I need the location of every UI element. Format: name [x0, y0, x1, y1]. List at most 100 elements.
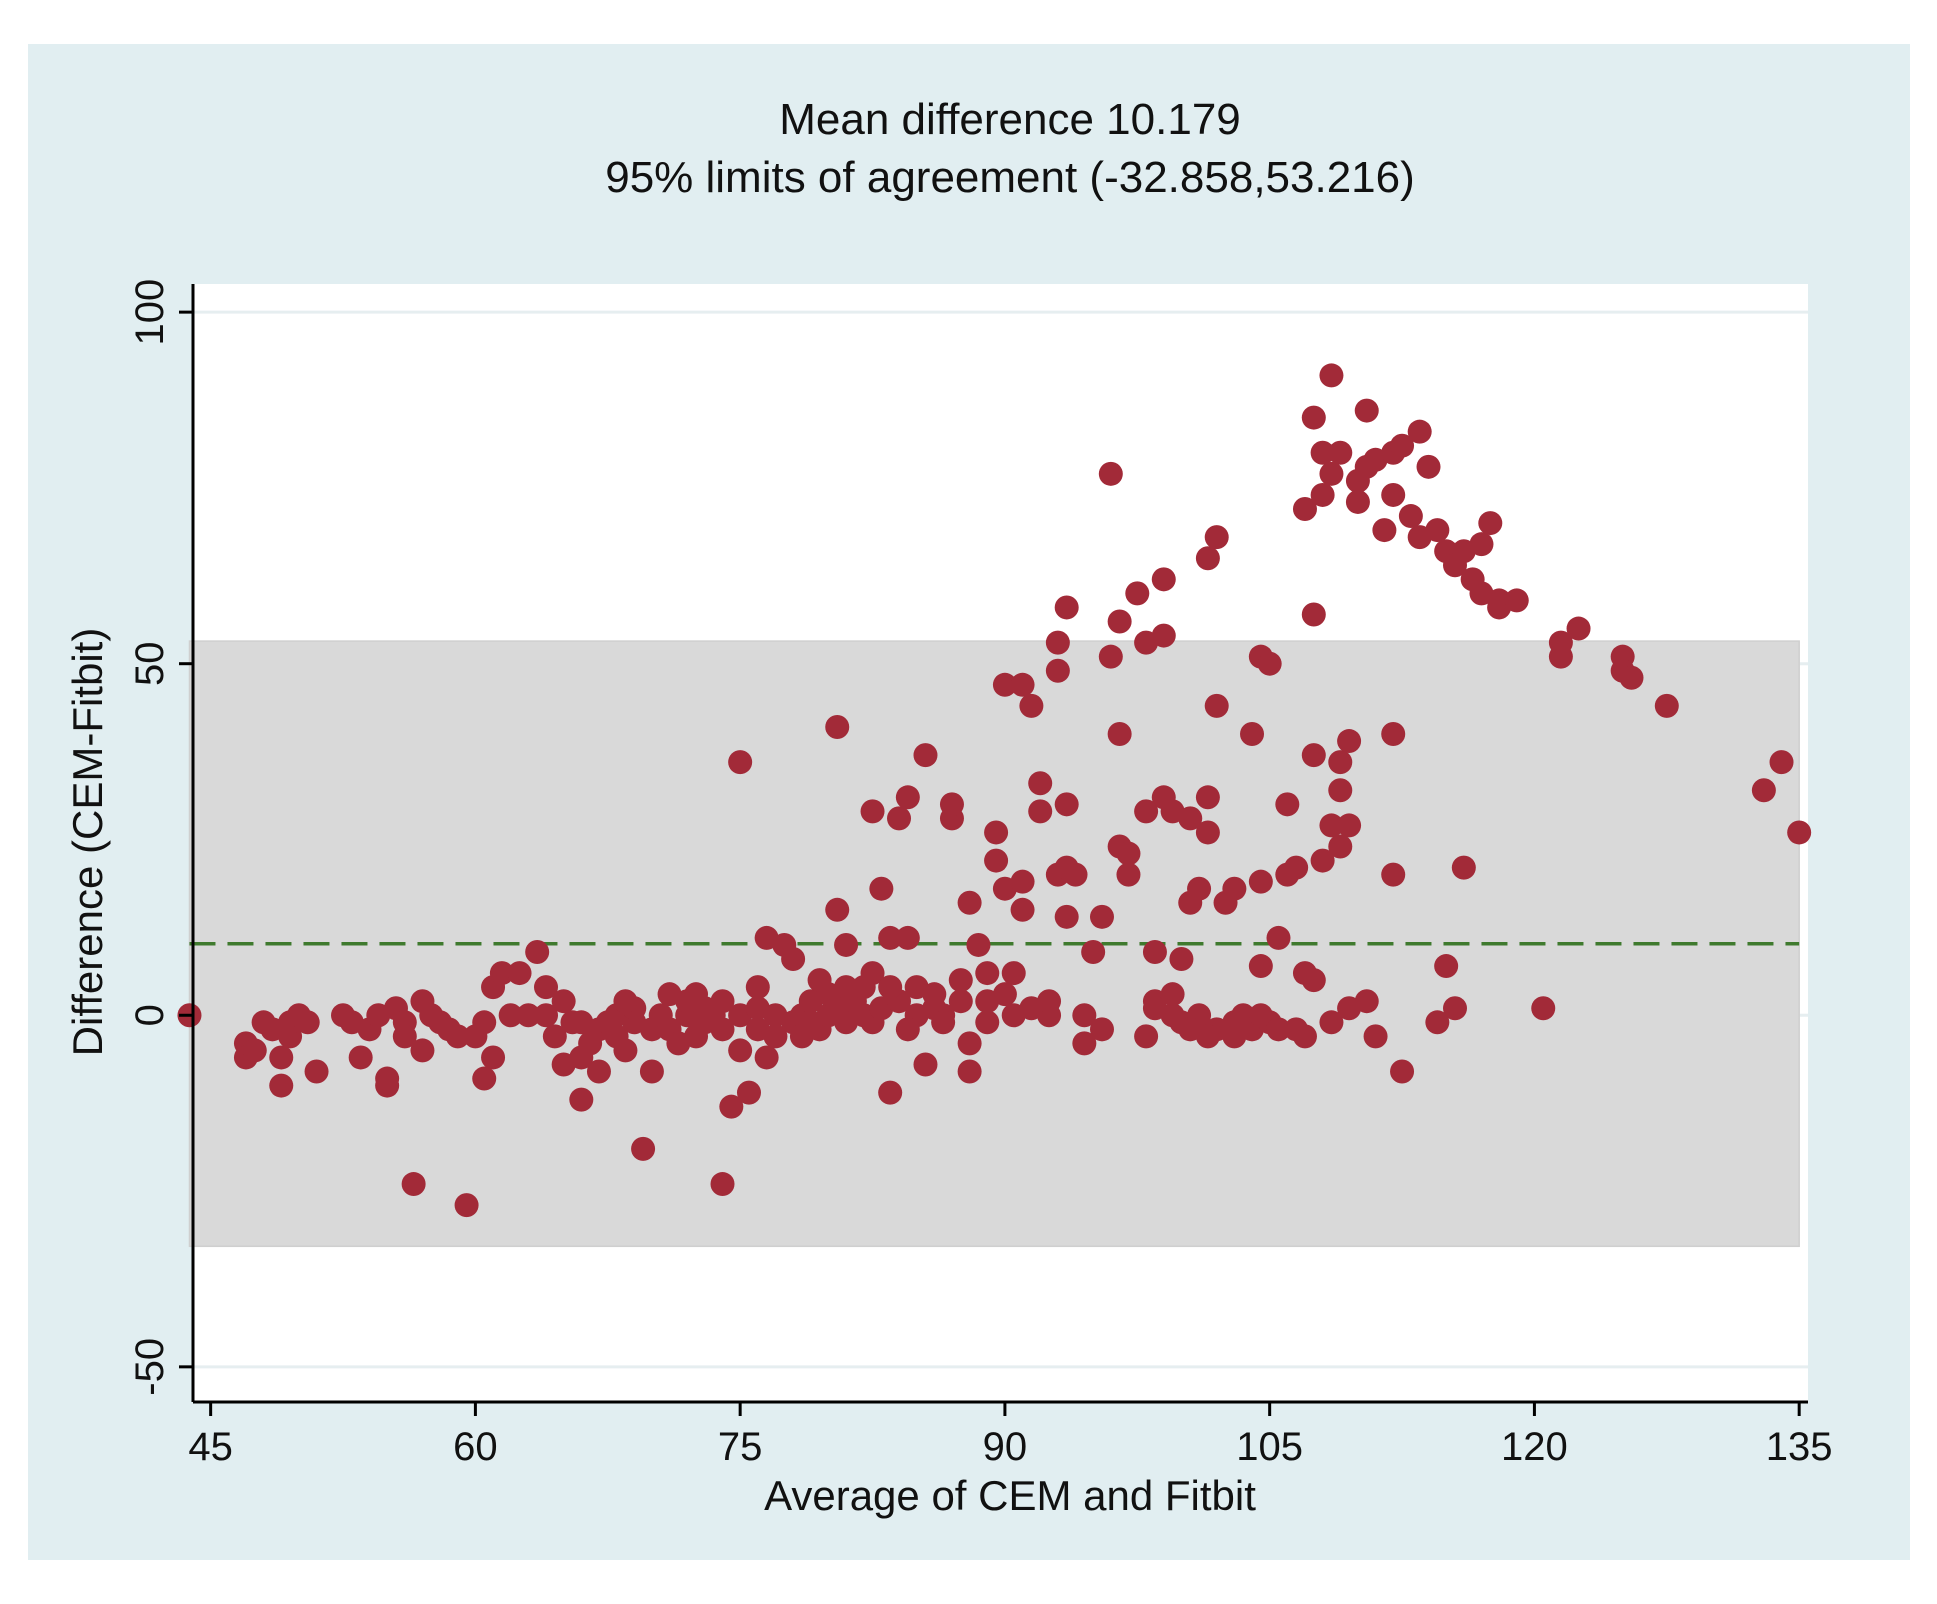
- data-point: [534, 975, 559, 1000]
- data-point: [860, 799, 885, 824]
- data-point: [736, 1080, 761, 1105]
- data-point: [445, 1024, 470, 1049]
- data-point: [1354, 989, 1379, 1014]
- data-point: [825, 714, 850, 739]
- data-point: [1019, 693, 1044, 718]
- data-point: [1010, 897, 1035, 922]
- data-point: [392, 1024, 417, 1049]
- data-point: [516, 1003, 541, 1028]
- data-point: [992, 672, 1017, 697]
- data-point: [1072, 1003, 1097, 1028]
- data-point: [1187, 876, 1212, 901]
- data-point: [1425, 518, 1450, 543]
- data-point: [1037, 989, 1062, 1014]
- y-tick-label: 0: [128, 1004, 172, 1026]
- data-point: [1222, 876, 1247, 901]
- data-point: [728, 1038, 753, 1063]
- data-point: [1266, 1017, 1291, 1042]
- data-point: [1310, 482, 1335, 507]
- data-point: [992, 982, 1017, 1007]
- data-point: [1195, 546, 1220, 571]
- data-point: [1010, 869, 1035, 894]
- data-point: [586, 1059, 611, 1084]
- x-tick-label: 105: [1236, 1425, 1303, 1469]
- data-point: [1284, 855, 1309, 880]
- data-point: [895, 925, 920, 950]
- data-point: [763, 1024, 788, 1049]
- data-point: [878, 925, 903, 950]
- data-point: [887, 806, 912, 831]
- data-point: [789, 1024, 814, 1049]
- data-point: [1769, 750, 1794, 775]
- data-point: [295, 1010, 320, 1035]
- data-point: [1319, 1010, 1344, 1035]
- data-point: [931, 1010, 956, 1035]
- data-point: [1434, 954, 1459, 979]
- data-point: [1566, 616, 1591, 641]
- data-point: [1442, 996, 1467, 1021]
- data-point: [1028, 771, 1053, 796]
- data-point: [375, 1073, 400, 1098]
- data-point: [1310, 440, 1335, 465]
- data-point: [1169, 947, 1194, 972]
- data-point: [410, 1038, 435, 1063]
- data-point: [569, 1010, 594, 1035]
- x-tick-label: 90: [983, 1425, 1028, 1469]
- data-point: [1504, 588, 1529, 613]
- data-point: [1134, 799, 1159, 824]
- data-point: [1204, 693, 1229, 718]
- data-point: [684, 982, 709, 1007]
- chart-frame: Mean difference 10.179 95% limits of agr…: [28, 44, 1910, 1560]
- data-point: [481, 1045, 506, 1070]
- chart-title-line-1: Mean difference 10.179: [779, 95, 1241, 144]
- data-point: [1248, 954, 1273, 979]
- data-point: [913, 743, 938, 768]
- data-point: [807, 968, 832, 993]
- chart-title-line-2: 95% limits of agreement (-32.858,53.216): [605, 153, 1415, 202]
- data-point: [631, 1136, 656, 1161]
- x-tick-label: 45: [188, 1425, 233, 1469]
- data-point: [507, 961, 532, 986]
- data-point: [1301, 602, 1326, 627]
- data-point: [710, 989, 735, 1014]
- data-point: [1328, 778, 1353, 803]
- data-point: [745, 975, 770, 1000]
- data-point: [1398, 504, 1423, 529]
- data-point: [542, 1024, 567, 1049]
- data-point: [1081, 939, 1106, 964]
- data-point: [1001, 961, 1026, 986]
- data-point: [348, 1045, 373, 1070]
- data-point: [1301, 743, 1326, 768]
- data-point: [1787, 820, 1812, 845]
- data-point: [1045, 630, 1070, 655]
- data-point: [1381, 722, 1406, 747]
- y-tick-label: 100: [128, 279, 172, 346]
- data-point: [1469, 532, 1494, 557]
- data-point: [1072, 1031, 1097, 1056]
- data-point: [657, 982, 682, 1007]
- data-point: [1619, 665, 1644, 690]
- data-point: [1292, 497, 1317, 522]
- data-point: [551, 989, 576, 1014]
- data-point: [472, 1066, 497, 1091]
- data-point: [1337, 729, 1362, 754]
- data-point: [1178, 806, 1203, 831]
- data-point: [1301, 405, 1326, 430]
- data-point: [1372, 518, 1397, 543]
- data-point: [1416, 454, 1441, 479]
- bland-altman-chart: Mean difference 10.179 95% limits of agr…: [64, 95, 1833, 1519]
- data-point: [984, 848, 1009, 873]
- data-point: [1142, 939, 1167, 964]
- data-point: [1451, 855, 1476, 880]
- data-point: [860, 961, 885, 986]
- y-tick-label: -50: [128, 1338, 172, 1396]
- data-point: [966, 932, 991, 957]
- y-axis-label: Difference (CEM-Fitbit): [64, 628, 111, 1057]
- data-point: [1098, 461, 1123, 486]
- data-point: [1478, 511, 1503, 536]
- data-point: [1328, 834, 1353, 859]
- data-point: [1301, 968, 1326, 993]
- data-point: [1654, 693, 1679, 718]
- data-point: [1319, 363, 1344, 388]
- data-point: [1195, 820, 1220, 845]
